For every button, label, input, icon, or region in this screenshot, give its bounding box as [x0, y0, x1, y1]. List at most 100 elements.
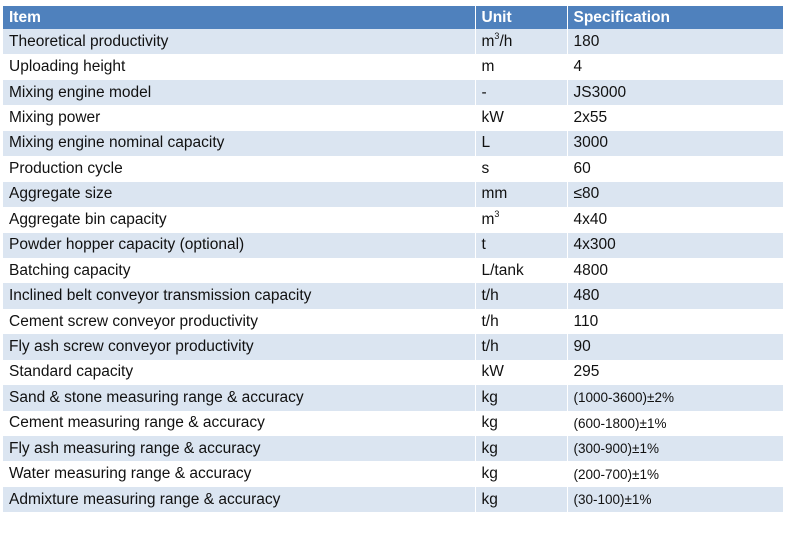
- unit-superscript: 3: [494, 30, 500, 41]
- cell-item: Fly ash measuring range & accuracy: [3, 436, 476, 462]
- header-row: Item Unit Specification: [3, 6, 783, 29]
- cell-specification: 110: [573, 312, 599, 330]
- table-row: Cement measuring range & accuracy kg (600-…: [3, 410, 783, 436]
- unit-base: kW: [481, 363, 504, 381]
- cell-item: Mixing engine nominal capacity: [3, 130, 476, 157]
- table-row: Cement screw conveyor productivity t/h 110: [3, 308, 783, 335]
- cell-unit: kg: [475, 410, 568, 436]
- table-row: Aggregate size mm ≤80: [3, 181, 783, 208]
- table-row: Theoretical productivity m3/h 180: [3, 29, 783, 55]
- cell-specification: 4: [573, 58, 583, 76]
- unit-base: kg: [481, 388, 498, 406]
- table-header: Item Unit Specification: [3, 6, 783, 29]
- cell-unit: L: [475, 130, 568, 157]
- cell-item: Mixing engine model: [3, 79, 476, 106]
- table-row: Uploading height m 4: [3, 54, 783, 80]
- unit-superscript: 3: [494, 208, 500, 219]
- cell-unit: kg: [475, 486, 568, 513]
- cell-specification: (200-700)±1%: [573, 466, 659, 482]
- cell-item: Cement measuring range & accuracy: [3, 410, 476, 436]
- table-body: Theoretical productivity m3/h 180 Uploading…: [3, 29, 783, 513]
- cell-unit: kW: [475, 359, 568, 386]
- table-row: Batching capacity L/tank 4800: [3, 257, 783, 284]
- unit-base: kg: [481, 465, 498, 483]
- header-specification: Specification: [573, 8, 670, 26]
- cell-unit: m3/h: [475, 29, 568, 55]
- cell-unit: m3: [475, 207, 568, 233]
- cell-specification: 2x55: [573, 109, 608, 127]
- cell-specification: (1000-3600)±2%: [573, 390, 674, 406]
- cell-unit: kg: [475, 461, 568, 487]
- cell-unit: t/h: [475, 283, 568, 309]
- table-row: Mixing power kW 2x55: [3, 105, 783, 131]
- table-row: Standard capacity kW 295: [3, 359, 783, 386]
- table-row: Sand & stone measuring range & accuracy k…: [3, 385, 783, 411]
- cell-unit: L/tank: [475, 257, 568, 284]
- table-row: Fly ash measuring range & accuracy kg (300…: [3, 436, 783, 462]
- unit-base: t: [481, 236, 486, 254]
- unit-base: kg: [481, 439, 498, 457]
- cell-item: Water measuring range & accuracy: [3, 461, 476, 487]
- table-row: Admixture measuring range & accuracy kg (3…: [3, 486, 783, 513]
- cell-specification: 4x300: [573, 236, 616, 254]
- cell-unit: s: [475, 156, 568, 182]
- unit-base: m: [481, 58, 495, 76]
- cell-specification: 180: [573, 32, 600, 50]
- table-row: Water measuring range & accuracy kg (200-7…: [3, 461, 783, 487]
- unit-base: s: [481, 159, 490, 177]
- table-row: Powder hopper capacity (optional) t 4x300: [3, 232, 783, 258]
- header-unit: Unit: [475, 6, 568, 29]
- unit-base: kg: [481, 414, 498, 432]
- table-row: Production cycle s 60: [3, 156, 783, 182]
- table-row: Inclined belt conveyor transmission capa…: [3, 283, 783, 309]
- cell-item: Mixing power: [3, 105, 476, 131]
- cell-item: Batching capacity: [3, 257, 476, 284]
- unit-base: m: [481, 32, 495, 50]
- cell-unit: kg: [475, 385, 568, 411]
- cell-item: Inclined belt conveyor transmission capa…: [3, 283, 476, 309]
- cell-item: Theoretical productivity: [3, 29, 476, 55]
- cell-specification: 3000: [573, 134, 608, 152]
- cell-specification: 4800: [573, 261, 608, 279]
- unit-base: mm: [481, 185, 508, 203]
- unit-base: -: [481, 83, 487, 101]
- table-row: Fly ash screw conveyor productivity t/h 90: [3, 334, 783, 360]
- cell-specification: 60: [573, 159, 591, 177]
- cell-item: Aggregate bin capacity: [3, 207, 476, 233]
- cell-item: Uploading height: [3, 54, 476, 80]
- unit-base: t/h: [481, 287, 499, 305]
- cell-unit: t: [475, 232, 568, 258]
- spec-table: Item Unit Specification Theoretical prod…: [3, 6, 783, 513]
- unit-base: t/h: [481, 337, 499, 355]
- unit-suffix: /h: [499, 32, 513, 50]
- cell-specification: 295: [573, 363, 600, 381]
- cell-item: Cement screw conveyor productivity: [3, 308, 476, 335]
- header-item: Item: [3, 6, 476, 29]
- cell-specification: 4x40: [573, 210, 608, 228]
- cell-specification: (300-900)±1%: [573, 441, 659, 457]
- table-row: Mixing engine model - JS3000: [3, 79, 783, 106]
- unit-base: kW: [481, 109, 504, 127]
- table-row: Mixing engine nominal capacity L 3000: [3, 130, 783, 157]
- cell-unit: t/h: [475, 308, 568, 335]
- cell-item: Admixture measuring range & accuracy: [3, 486, 476, 513]
- cell-specification: (600-1800)±1%: [573, 415, 667, 431]
- cell-item: Standard capacity: [3, 359, 476, 386]
- cell-item: Powder hopper capacity (optional): [3, 232, 476, 258]
- spec-table-container: Item Unit Specification Theoretical prod…: [3, 6, 783, 513]
- cell-item: Aggregate size: [3, 181, 476, 208]
- cell-unit: kg: [475, 436, 568, 462]
- cell-unit: t/h: [475, 334, 568, 360]
- cell-item: Production cycle: [3, 156, 476, 182]
- cell-unit: m: [475, 54, 568, 80]
- cell-specification: ≤80: [573, 185, 600, 203]
- unit-base: m: [481, 210, 495, 228]
- cell-item: Fly ash screw conveyor productivity: [3, 334, 476, 360]
- cell-item: Sand & stone measuring range & accuracy: [3, 385, 476, 411]
- cell-specification: 480: [573, 287, 600, 305]
- cell-unit: mm: [475, 181, 568, 208]
- unit-base: t/h: [481, 312, 499, 330]
- cell-specification: (30-100)±1%: [573, 492, 652, 508]
- unit-base: L/tank: [481, 261, 524, 279]
- cell-specification: 90: [573, 337, 591, 355]
